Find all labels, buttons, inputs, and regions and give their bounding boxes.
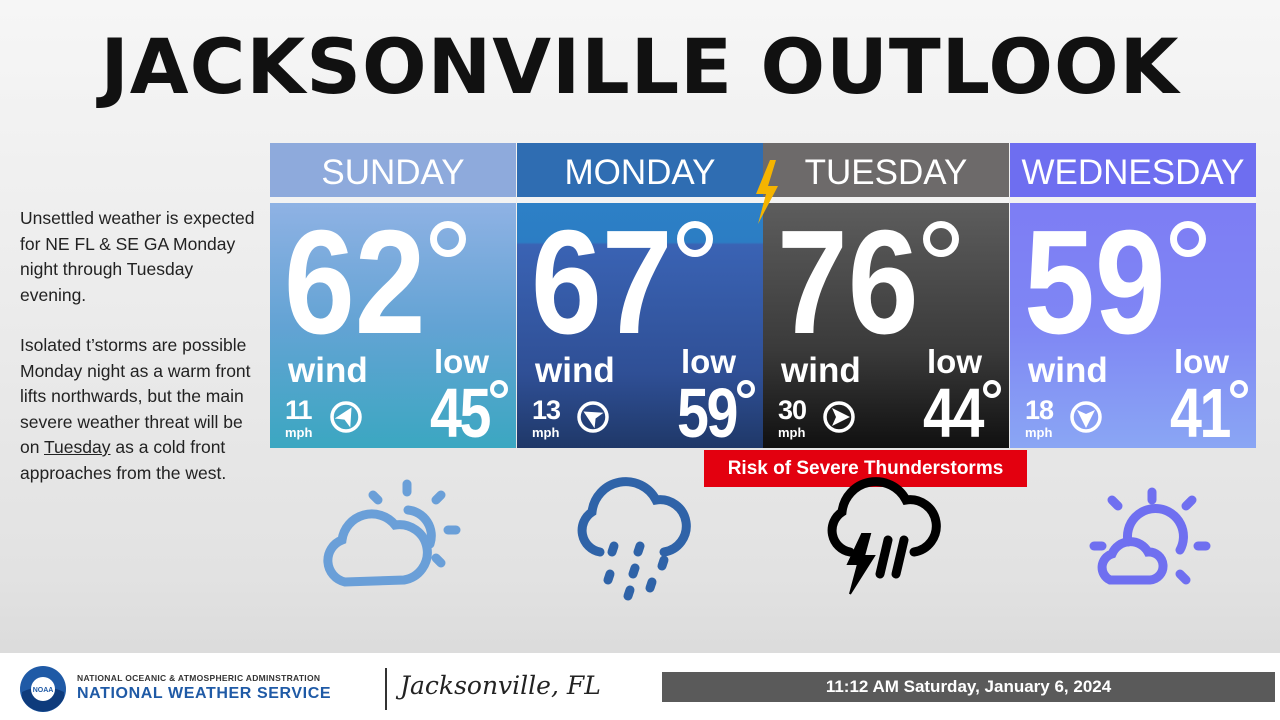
degree-symbol — [677, 221, 713, 257]
degree-symbol — [490, 380, 508, 398]
separator — [763, 197, 1009, 203]
degree-symbol — [430, 221, 466, 257]
summary-text: as a cold front approaches from the west… — [20, 437, 227, 483]
wind-speed: 13 — [532, 395, 561, 425]
summary-text: Isolated t’storms are possible Monday ni… — [20, 335, 251, 457]
divider — [385, 668, 387, 710]
noaa-logo: NOAA — [20, 666, 66, 712]
wind-direction — [577, 401, 609, 433]
day-body: 59 wind 18 mph low 41 — [1010, 203, 1256, 448]
day-name: SUNDAY — [270, 143, 516, 197]
degree-symbol — [983, 380, 1001, 398]
day-name: TUESDAY — [763, 143, 1009, 197]
high-temp: 76 — [777, 203, 919, 365]
degree-symbol — [737, 380, 755, 398]
wind-direction — [330, 401, 362, 433]
lightning-bolt — [756, 160, 778, 224]
wind-unit: mph — [285, 425, 313, 440]
wind-speed: 11 — [285, 395, 313, 425]
day-body: 76 wind 30 mph low 44 — [763, 203, 1009, 448]
office: Jacksonville, FL — [400, 671, 601, 700]
high-temp: 62 — [284, 203, 426, 365]
low-temp: 41 — [1170, 374, 1231, 448]
summary-emphasis: Tuesday — [44, 437, 111, 457]
day-name: WEDNESDAY — [1010, 143, 1256, 197]
separator — [1010, 197, 1256, 203]
day-body: 62 wind 11 mph low 45 — [270, 203, 516, 448]
day-card: MONDAY 67 wind 13 mph low 59 — [517, 143, 763, 448]
low-temp: 59 — [677, 374, 738, 448]
summary-paragraph: Unsettled weather is expected for NE FL … — [20, 208, 255, 305]
separator — [517, 197, 763, 203]
weather-icons — [323, 477, 1211, 601]
summary: Unsettled weather is expected for NE FL … — [20, 206, 260, 511]
wind-direction — [823, 401, 855, 433]
wind-label: wind — [781, 351, 861, 390]
separator — [270, 197, 516, 203]
org-name: NATIONAL OCEANIC & ATMOSPHERIC ADMINSTRA… — [77, 673, 321, 683]
wind-unit: mph — [532, 425, 560, 440]
icon-mostly-sunny — [1089, 487, 1211, 585]
low-temp: 45 — [430, 374, 491, 448]
day-card: SUNDAY 62 wind 11 mph low 45 — [270, 143, 516, 448]
day-card: TUESDAY 76 wind 30 mph low 44 — [763, 143, 1009, 448]
day-card: WEDNESDAY 59 wind 18 mph low 41 — [1010, 143, 1256, 448]
wind-label: wind — [288, 351, 368, 390]
org-subname: NATIONAL WEATHER SERVICE — [77, 685, 332, 702]
icon-thunderstorm — [827, 477, 941, 595]
low-label: low — [434, 343, 489, 380]
low-label: low — [1174, 343, 1229, 380]
wind-speed: 30 — [778, 395, 807, 425]
low-label: low — [927, 343, 982, 380]
degree-symbol — [1170, 221, 1206, 257]
icon-rain — [577, 477, 691, 601]
degree-symbol — [923, 221, 959, 257]
title: JACKSONVILLE OUTLOOK — [100, 22, 1180, 111]
icon-partly-cloudy — [323, 479, 461, 587]
wind-label: wind — [1028, 351, 1108, 390]
wind-speed: 18 — [1025, 395, 1054, 425]
wind-direction — [1070, 401, 1102, 433]
degree-symbol — [1230, 380, 1248, 398]
timestamp: 11:12 AM Saturday, January 6, 2024 — [662, 672, 1275, 702]
day-body: 67 wind 13 mph low 59 — [517, 203, 763, 448]
wind-unit: mph — [1025, 425, 1053, 440]
day-name: MONDAY — [517, 143, 763, 197]
low-label: low — [681, 343, 736, 380]
wind-unit: mph — [778, 425, 806, 440]
summary-paragraph: Isolated t’storms are possible Monday ni… — [20, 333, 260, 486]
logo-text: NOAA — [33, 687, 54, 694]
wind-label: wind — [535, 351, 615, 390]
low-temp: 44 — [923, 374, 984, 448]
high-temp: 67 — [531, 203, 673, 365]
high-temp: 59 — [1024, 203, 1166, 365]
